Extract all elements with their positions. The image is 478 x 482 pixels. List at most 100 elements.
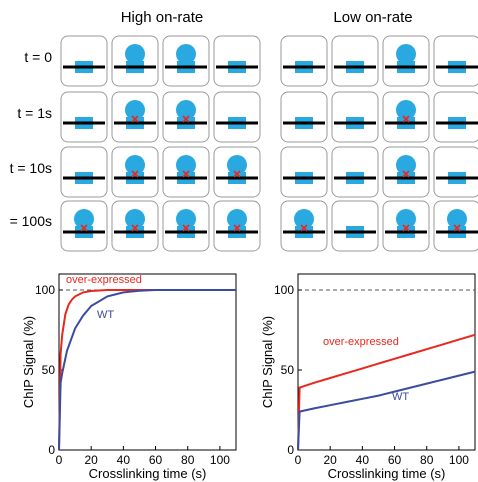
crosslink-icon bbox=[402, 115, 410, 123]
y-tick-label: 100 bbox=[274, 283, 294, 297]
state-cell-high-2-3 bbox=[213, 146, 261, 198]
state-cell-high-0-1 bbox=[111, 35, 159, 87]
x-axis-label: Crosslinking time (s) bbox=[328, 466, 446, 481]
x-tick-label: 0 bbox=[295, 453, 302, 467]
state-cell-high-0-3 bbox=[213, 35, 261, 87]
state-cell-low-1-0 bbox=[280, 91, 328, 143]
x-tick-label: 80 bbox=[420, 453, 434, 467]
protein-icon bbox=[396, 155, 416, 175]
row-label-t100: = 100s bbox=[10, 213, 52, 229]
state-cell-low-1-3 bbox=[433, 91, 478, 143]
y-tick-label: 50 bbox=[42, 363, 56, 377]
state-cell-low-2-3 bbox=[433, 146, 478, 198]
protein-icon bbox=[396, 44, 416, 64]
series-label-1: WT bbox=[97, 309, 114, 321]
crosslink-icon bbox=[233, 224, 241, 232]
state-cell-high-2-1 bbox=[111, 146, 159, 198]
protein-icon bbox=[125, 44, 145, 64]
state-cell-high-3-1 bbox=[111, 200, 159, 252]
state-cell-high-1-2 bbox=[162, 91, 210, 143]
protein-icon bbox=[176, 100, 196, 120]
crosslink-icon bbox=[80, 224, 88, 232]
protein-icon bbox=[176, 44, 196, 64]
x-tick-label: 0 bbox=[56, 453, 63, 467]
protein-icon bbox=[396, 209, 416, 229]
x-tick-label: 100 bbox=[449, 453, 469, 467]
row-label-t1: t = 1s bbox=[17, 105, 52, 121]
x-tick-label: 80 bbox=[181, 453, 195, 467]
protein-icon bbox=[227, 155, 247, 175]
y-axis-label: ChIP Signal (%) bbox=[260, 316, 275, 408]
panel-title-high: High on-rate bbox=[121, 9, 204, 26]
state-cell-high-1-1 bbox=[111, 91, 159, 143]
state-cell-high-0-2 bbox=[162, 35, 210, 87]
state-cell-low-0-1 bbox=[331, 35, 379, 87]
state-cell-high-2-0 bbox=[60, 146, 108, 198]
state-cell-low-2-1 bbox=[331, 146, 379, 198]
y-tick-label: 0 bbox=[48, 443, 55, 457]
plot-frame bbox=[297, 273, 476, 451]
state-cell-high-3-0 bbox=[60, 200, 108, 252]
protein-icon bbox=[227, 209, 247, 229]
x-tick-label: 40 bbox=[117, 453, 131, 467]
state-cell-low-3-0 bbox=[280, 200, 328, 252]
crosslink-icon bbox=[182, 224, 190, 232]
protein-icon bbox=[74, 209, 94, 229]
crosslink-icon bbox=[233, 170, 241, 178]
x-tick-label: 40 bbox=[356, 453, 370, 467]
state-cell-low-1-1 bbox=[331, 91, 379, 143]
crosslink-icon bbox=[300, 224, 308, 232]
x-tick-label: 100 bbox=[210, 453, 230, 467]
series-line-1 bbox=[297, 370, 476, 451]
protein-icon bbox=[294, 209, 314, 229]
row-label-t10: t = 10s bbox=[10, 160, 52, 176]
state-cell-low-2-2 bbox=[382, 146, 430, 198]
state-cell-low-0-2 bbox=[382, 35, 430, 87]
x-tick-label: 20 bbox=[324, 453, 338, 467]
state-cell-high-3-2 bbox=[162, 200, 210, 252]
state-cell-high-2-2 bbox=[162, 146, 210, 198]
crosslink-icon bbox=[131, 170, 139, 178]
crosslink-icon bbox=[131, 224, 139, 232]
y-axis-label: ChIP Signal (%) bbox=[21, 316, 36, 408]
crosslink-icon bbox=[402, 170, 410, 178]
row-label-t0: t = 0 bbox=[24, 49, 52, 65]
state-cell-low-3-2 bbox=[382, 200, 430, 252]
protein-icon bbox=[125, 155, 145, 175]
state-cell-low-3-3 bbox=[433, 200, 478, 252]
series-line-0 bbox=[297, 333, 476, 451]
x-tick-label: 60 bbox=[149, 453, 163, 467]
series-line-1 bbox=[58, 289, 236, 451]
crosslink-icon bbox=[131, 115, 139, 123]
state-cell-high-3-3 bbox=[213, 200, 261, 252]
y-tick-label: 100 bbox=[35, 283, 55, 297]
x-tick-label: 60 bbox=[388, 453, 402, 467]
x-axis-label: Crosslinking time (s) bbox=[89, 466, 207, 481]
state-grids bbox=[60, 35, 478, 252]
crosslink-icon bbox=[453, 224, 461, 232]
y-tick-label: 50 bbox=[281, 363, 295, 377]
state-cell-high-0-0 bbox=[60, 35, 108, 87]
state-cell-low-1-2 bbox=[382, 91, 430, 143]
series-label-1: WT bbox=[392, 391, 409, 403]
state-cell-low-2-0 bbox=[280, 146, 328, 198]
x-tick-label: 20 bbox=[85, 453, 99, 467]
crosslink-icon bbox=[182, 170, 190, 178]
state-cell-low-3-1 bbox=[331, 200, 379, 252]
plot-frame bbox=[58, 273, 237, 451]
protein-icon bbox=[176, 209, 196, 229]
protein-icon bbox=[125, 100, 145, 120]
protein-icon bbox=[125, 209, 145, 229]
state-cell-low-0-3 bbox=[433, 35, 478, 87]
series-label-0: over-expressed bbox=[323, 336, 399, 348]
state-cell-high-1-3 bbox=[213, 91, 261, 143]
state-cell-high-1-0 bbox=[60, 91, 108, 143]
protein-icon bbox=[447, 209, 467, 229]
panel-title-low: Low on-rate bbox=[333, 9, 412, 26]
protein-icon bbox=[396, 100, 416, 120]
y-tick-label: 0 bbox=[287, 443, 294, 457]
